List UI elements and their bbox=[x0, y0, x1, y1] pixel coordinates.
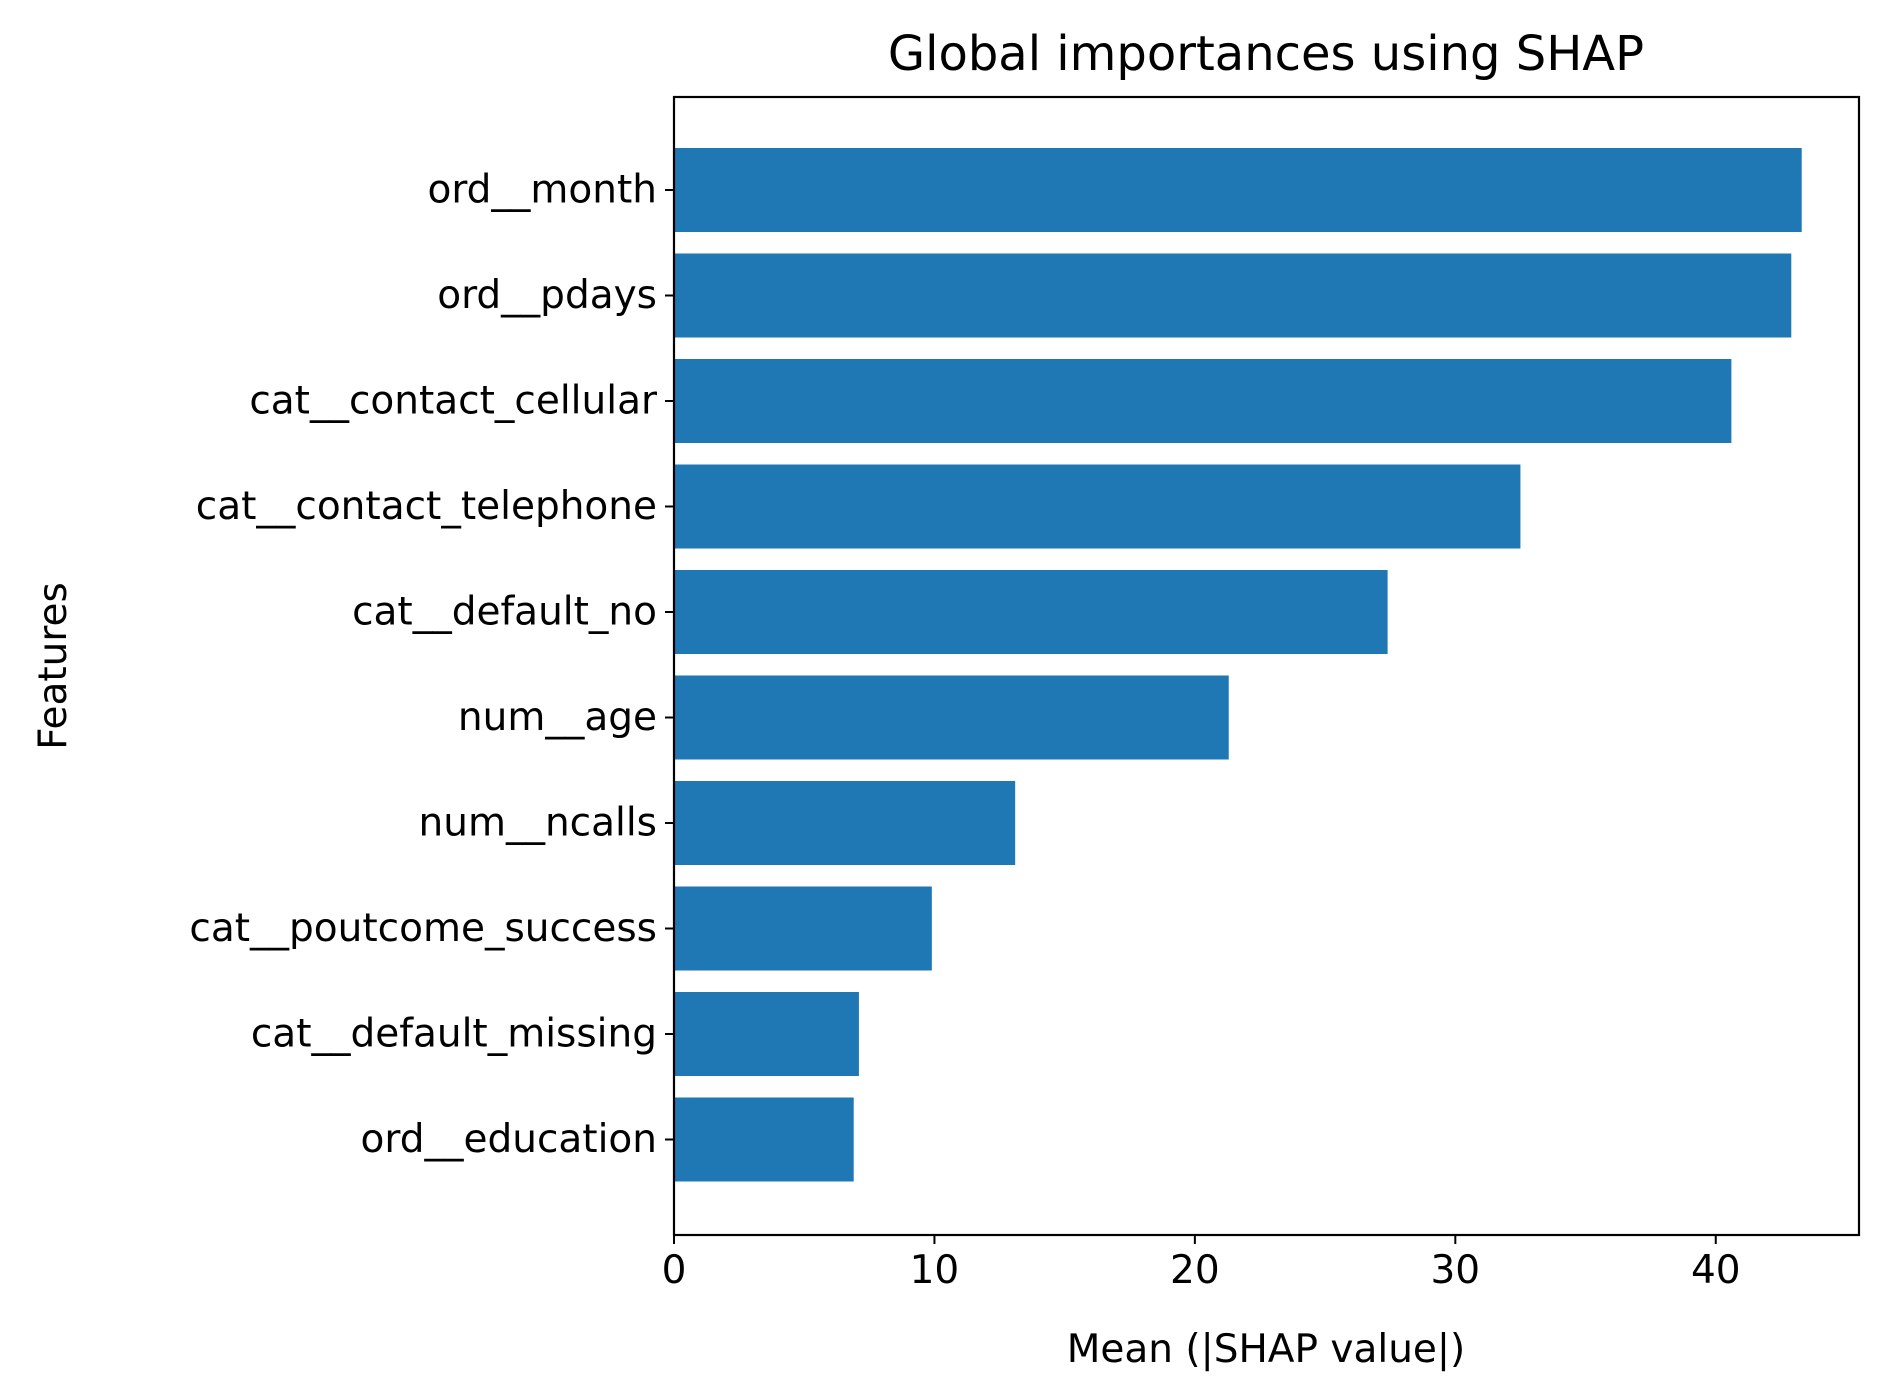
y-axis-ticks: ord__month ord__pdays cat__contact_cellula… bbox=[189, 168, 674, 1162]
bar-ord__education bbox=[674, 1097, 854, 1182]
bar-cat__poutcome_success bbox=[674, 886, 932, 971]
bar-cat__default_no bbox=[674, 570, 1388, 654]
x-axis-label: Mean (|SHAP value|) bbox=[1067, 1327, 1466, 1372]
y-tick-label: ord__pdays bbox=[437, 273, 657, 318]
bar-num__age bbox=[674, 675, 1229, 760]
x-tick-label: 30 bbox=[1430, 1248, 1480, 1293]
bar-cat__contact_telephone bbox=[674, 464, 1521, 549]
x-tick-label: 10 bbox=[910, 1248, 960, 1293]
x-tick-label: 0 bbox=[662, 1248, 687, 1293]
y-tick-label: cat__contact_cellular bbox=[249, 379, 658, 424]
bar-ord__month bbox=[674, 148, 1802, 232]
bar-ord__pdays bbox=[674, 253, 1792, 338]
bar-cat__default_missing bbox=[674, 992, 859, 1076]
y-tick-label: ord__month bbox=[427, 168, 657, 213]
x-tick-label: 40 bbox=[1691, 1248, 1741, 1293]
y-tick-label: cat__poutcome_success bbox=[189, 906, 657, 951]
bar-num__ncalls bbox=[674, 781, 1016, 865]
bar-cat__contact_cellular bbox=[674, 359, 1732, 443]
y-tick-label: ord__education bbox=[361, 1117, 657, 1162]
y-tick-label: cat__contact_telephone bbox=[196, 484, 657, 529]
plot-frame bbox=[672, 95, 1861, 1237]
y-tick-label: num__ncalls bbox=[419, 801, 657, 846]
x-tick-label: 20 bbox=[1170, 1248, 1220, 1293]
y-tick-label: num__age bbox=[458, 695, 657, 740]
y-axis-label: Features bbox=[31, 582, 76, 750]
x-axis-ticks: 0 10 20 30 40 bbox=[662, 1235, 1741, 1293]
bars-layer bbox=[674, 148, 1802, 1182]
y-tick-label: cat__default_no bbox=[352, 590, 657, 635]
chart-title: Global importances using SHAP bbox=[888, 26, 1644, 82]
y-tick-label: cat__default_missing bbox=[251, 1012, 657, 1057]
